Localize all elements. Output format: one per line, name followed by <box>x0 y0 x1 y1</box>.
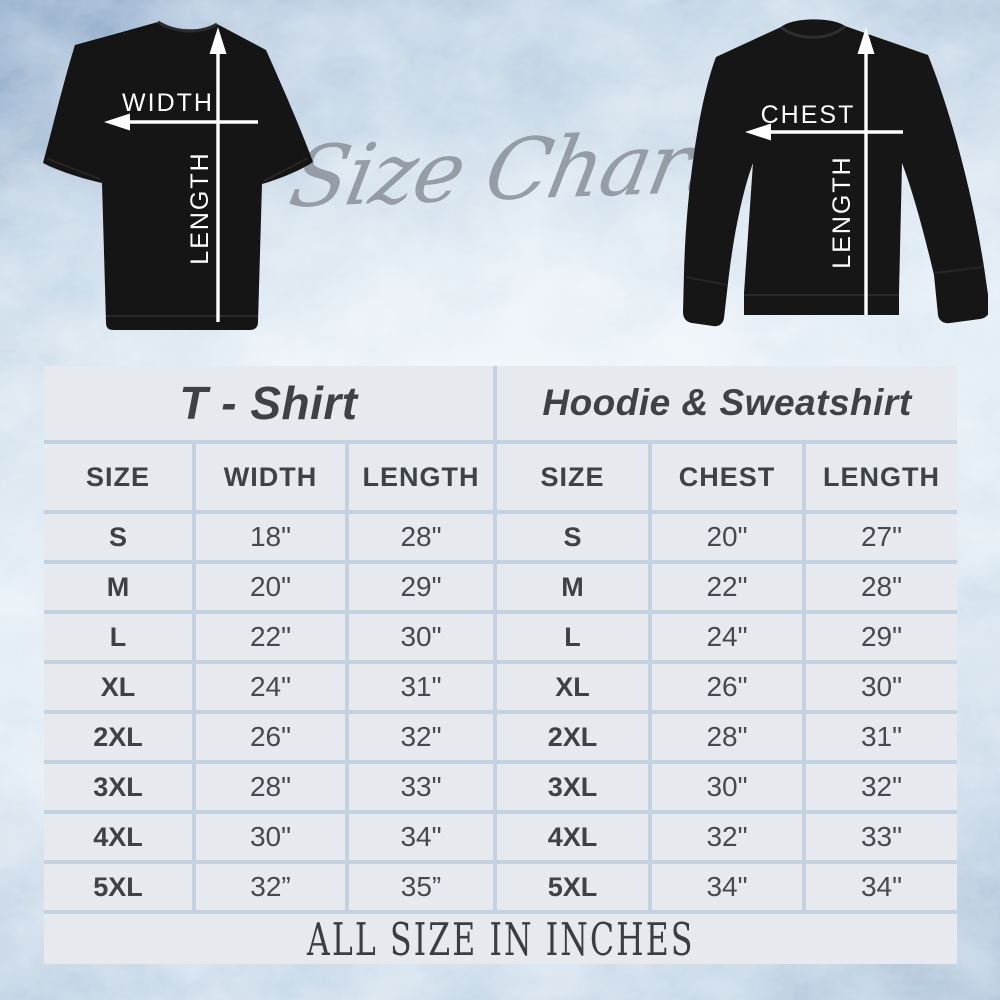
size-cell: XL <box>44 664 192 710</box>
value-cell: 33" <box>806 814 957 860</box>
size-table: T - Shirt Hoodie & Sweatshirt SIZE WIDTH… <box>44 366 957 966</box>
value-cell: 32” <box>196 864 345 910</box>
hoodie-col-size: SIZE <box>497 444 648 510</box>
value-cell: 30" <box>349 614 493 660</box>
value-cell: 29" <box>806 614 957 660</box>
size-cell: L <box>497 614 648 660</box>
value-cell: 30" <box>652 764 802 810</box>
value-cell: 32" <box>652 814 802 860</box>
value-cell: 28" <box>349 514 493 560</box>
value-cell: 33" <box>349 764 493 810</box>
footer-note: ALL SIZE IN INCHES <box>306 912 695 966</box>
value-cell: 30" <box>806 664 957 710</box>
page-title: Size Chart <box>282 112 729 227</box>
value-cell: 28" <box>652 714 802 760</box>
size-cell: 3XL <box>497 764 648 810</box>
size-cell: 4XL <box>497 814 648 860</box>
value-cell: 34" <box>806 864 957 910</box>
tshirt-width-label: WIDTH <box>122 89 214 117</box>
value-cell: 20" <box>652 514 802 560</box>
value-cell: 31" <box>806 714 957 760</box>
tshirt-col-size: SIZE <box>44 444 192 510</box>
tshirt-table-title: T - Shirt <box>44 366 493 440</box>
hoodie-table-title: Hoodie & Sweatshirt <box>497 366 957 440</box>
size-cell: S <box>497 514 648 560</box>
size-cell: 2XL <box>44 714 192 760</box>
size-cell: 2XL <box>497 714 648 760</box>
value-cell: 27" <box>806 514 957 560</box>
value-cell: 34" <box>652 864 802 910</box>
value-cell: 35” <box>349 864 493 910</box>
size-cell: M <box>44 564 192 610</box>
tshirt-col-width: WIDTH <box>196 444 345 510</box>
value-cell: 26" <box>196 714 345 760</box>
value-cell: 32" <box>349 714 493 760</box>
size-cell: 3XL <box>44 764 192 810</box>
size-cell: 4XL <box>44 814 192 860</box>
size-cell: 5XL <box>497 864 648 910</box>
sweatshirt-length-label: LENGTH <box>828 155 856 268</box>
value-cell: 22" <box>196 614 345 660</box>
footer-note-cell: ALL SIZE IN INCHES <box>44 912 957 966</box>
value-cell: 34" <box>349 814 493 860</box>
size-cell: M <box>497 564 648 610</box>
value-cell: 24" <box>196 664 345 710</box>
value-cell: 30" <box>196 814 345 860</box>
value-cell: 22" <box>652 564 802 610</box>
value-cell: 18" <box>196 514 345 560</box>
value-cell: 31" <box>349 664 493 710</box>
hoodie-col-chest: CHEST <box>652 444 802 510</box>
tshirt-diagram: WIDTH LENGTH <box>43 20 313 330</box>
value-cell: 24" <box>652 614 802 660</box>
sweatshirt-chest-label: CHEST <box>761 101 856 129</box>
tshirt-col-length: LENGTH <box>349 444 493 510</box>
tshirt-length-label: LENGTH <box>186 151 214 264</box>
value-cell: 29" <box>349 564 493 610</box>
value-cell: 26" <box>652 664 802 710</box>
hoodie-col-length: LENGTH <box>806 444 957 510</box>
size-cell: L <box>44 614 192 660</box>
value-cell: 32" <box>806 764 957 810</box>
value-cell: 20" <box>196 564 345 610</box>
size-cell: XL <box>497 664 648 710</box>
sweatshirt-diagram: CHEST LENGTH <box>683 19 988 327</box>
size-cell: S <box>44 514 192 560</box>
size-cell: 5XL <box>44 864 192 910</box>
value-cell: 28" <box>806 564 957 610</box>
value-cell: 28" <box>196 764 345 810</box>
